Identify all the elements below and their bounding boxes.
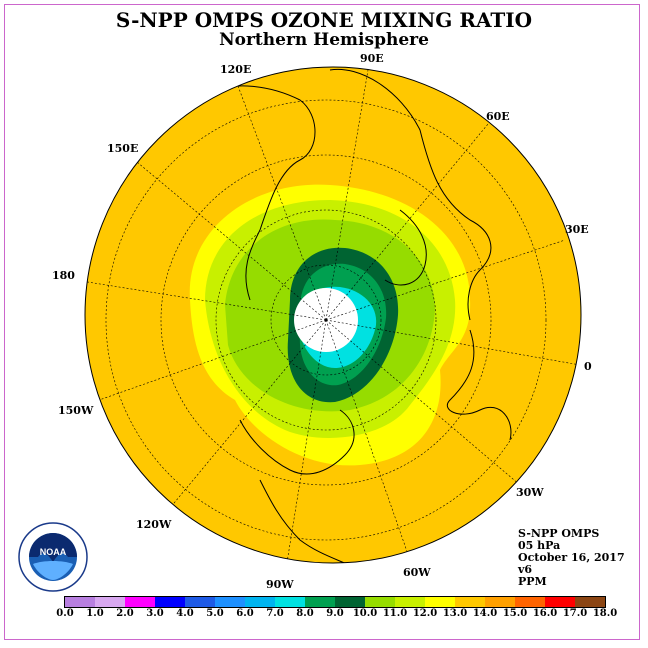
- colorbar-swatch: [515, 597, 545, 607]
- map-border: [84, 66, 582, 564]
- info-level: 05 hPa: [518, 539, 561, 552]
- colorbar-swatch: [575, 597, 605, 607]
- lon-label-150e: 150E: [107, 142, 138, 155]
- colorbar-swatch: [185, 597, 215, 607]
- lon-label-150w: 150W: [58, 404, 94, 417]
- colorbar-tick-label: 17.0: [562, 608, 588, 619]
- colorbar-tick-label: 11.0: [382, 608, 408, 619]
- map-info: S-NPP OMPS 05 hPa October 16, 2017 v6 PP…: [518, 528, 625, 588]
- colorbar-swatch: [485, 597, 515, 607]
- noaa-logo: NOAA: [18, 522, 88, 592]
- colorbar-swatch: [365, 597, 395, 607]
- lon-label-90e: 90E: [360, 52, 384, 65]
- lon-label-30e: 30E: [565, 223, 589, 236]
- lon-label-60w: 60W: [403, 566, 431, 579]
- colorbar-tick-label: 3.0: [146, 608, 164, 619]
- info-instrument: S-NPP OMPS: [518, 527, 600, 540]
- lon-label-0: 0: [584, 360, 592, 373]
- lon-label-60e: 60E: [486, 110, 510, 123]
- colorbar-swatch: [545, 597, 575, 607]
- colorbar-tick-label: 14.0: [472, 608, 498, 619]
- lon-label-120w: 120W: [136, 518, 172, 531]
- colorbar-swatch: [125, 597, 155, 607]
- lon-label-180: 180: [52, 269, 75, 282]
- colorbar-tick-label: 18.0: [592, 608, 618, 619]
- colorbar: [64, 596, 606, 608]
- colorbar-swatch: [455, 597, 485, 607]
- map-title: S-NPP OMPS OZONE MIXING RATIO: [115, 8, 533, 32]
- info-date: October 16, 2017: [518, 551, 625, 564]
- lon-label-120e: 120E: [220, 63, 251, 76]
- colorbar-swatch: [395, 597, 425, 607]
- latitude-circles: [105, 99, 547, 541]
- meridians: [85, 69, 581, 563]
- colorbar-tick-label: 12.0: [412, 608, 438, 619]
- colorbar-swatch: [245, 597, 275, 607]
- lon-label-90w: 90W: [266, 578, 294, 591]
- colorbar-swatch: [65, 597, 95, 607]
- info-version: v6: [518, 563, 533, 576]
- map-subtitle: Northern Hemisphere: [219, 30, 429, 50]
- colorbar-tick-label: 4.0: [176, 608, 194, 619]
- logo-text: NOAA: [40, 547, 67, 557]
- colorbar-swatch: [155, 597, 185, 607]
- colorbar-tick-label: 0.0: [56, 608, 74, 619]
- colorbar-swatch: [95, 597, 125, 607]
- colorbar-tick-label: 13.0: [442, 608, 468, 619]
- colorbar-swatch: [425, 597, 455, 607]
- colorbar-swatch: [305, 597, 335, 607]
- colorbar-tick-label: 8.0: [296, 608, 314, 619]
- colorbar-swatch: [215, 597, 245, 607]
- colorbar-swatch: [275, 597, 305, 607]
- info-units: PPM: [518, 575, 547, 588]
- colorbar-tick-label: 1.0: [86, 608, 104, 619]
- coastlines: [209, 68, 512, 563]
- colorbar-tick-label: 2.0: [116, 608, 134, 619]
- colorbar-tick-label: 5.0: [206, 608, 224, 619]
- colorbar-tick-label: 16.0: [532, 608, 558, 619]
- colorbar-ticks: 0.0 1.0 2.0 3.0 4.0 5.0 6.0 7.0 8.0 9.0 10.0 11.0 12…: [56, 608, 617, 622]
- lon-label-30w: 30W: [516, 486, 544, 499]
- figure-frame: [4, 4, 640, 640]
- colorbar-tick-label: 9.0: [326, 608, 344, 619]
- colorbar-tick-label: 7.0: [266, 608, 284, 619]
- colorbar-swatch: [335, 597, 365, 607]
- colorbar-tick-label: 15.0: [502, 608, 528, 619]
- colorbar-tick-label: 10.0: [352, 608, 378, 619]
- colorbar-tick-label: 6.0: [236, 608, 254, 619]
